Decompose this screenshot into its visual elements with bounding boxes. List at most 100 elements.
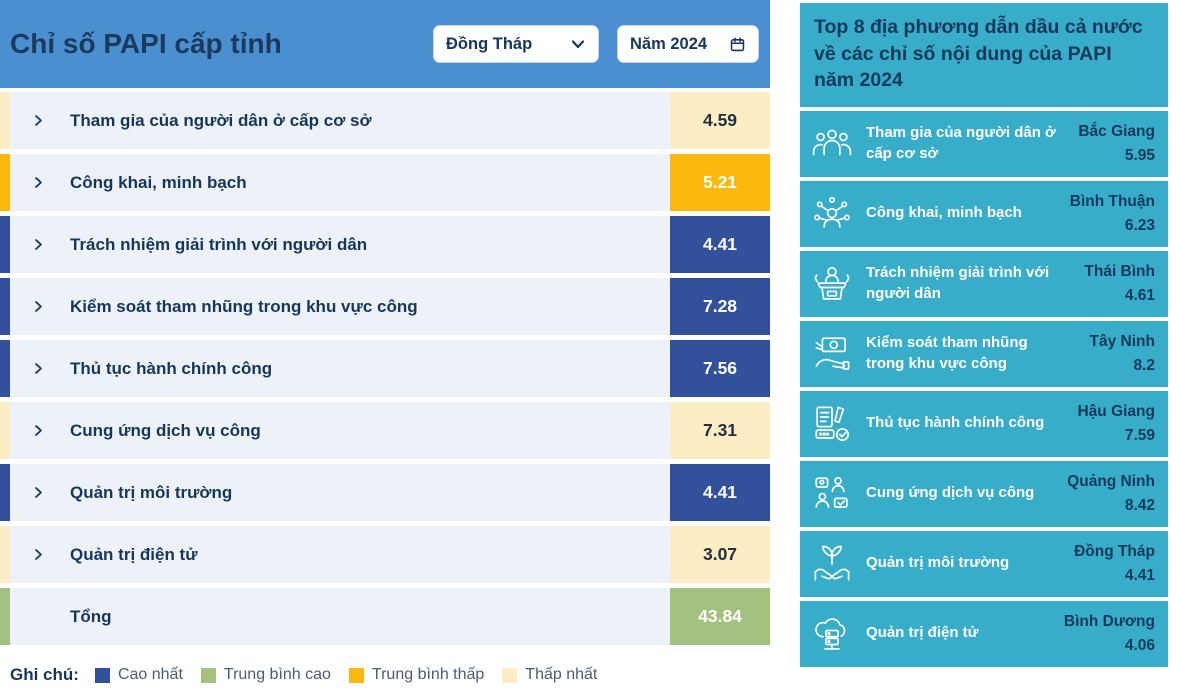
top8-card: Quản trị môi trường Đồng Tháp 4.41: [800, 530, 1168, 597]
top8-panel: Top 8 địa phương dẫn dầu cả nước về các …: [800, 3, 1168, 667]
chevron-down-icon: [570, 36, 586, 52]
card-province-value: Thái Bình 4.61: [1084, 260, 1155, 307]
legend-label: Trung bình cao: [223, 666, 331, 683]
row-value: 3.07: [670, 526, 770, 583]
card-label: Thủ tục hành chính công: [866, 414, 1045, 432]
chevron-right-icon[interactable]: [32, 114, 45, 127]
card-value: 4.41: [1124, 566, 1155, 584]
row-label: Tổng: [70, 606, 112, 626]
card-label: Quản trị môi trường: [866, 554, 1010, 572]
chevron-right-icon[interactable]: [32, 486, 45, 499]
row-color-strip: [0, 278, 10, 335]
row-color-strip: [0, 526, 10, 583]
table-row[interactable]: Tham gia của người dân ở cấp cơ sở 4.59: [0, 92, 770, 149]
card-province-value: Quảng Ninh 8.42: [1067, 470, 1155, 517]
row-label: Quản trị điện tử: [70, 544, 198, 564]
legend-swatch-highest: [94, 667, 110, 683]
legend-label: Cao nhất: [117, 666, 183, 683]
row-value: 43.84: [670, 588, 770, 645]
people-group-icon: [808, 123, 856, 165]
card-province-value: Đồng Tháp 4.41: [1074, 540, 1155, 587]
top8-card: Kiểm soát tham nhũng trong khu vực công …: [800, 320, 1168, 387]
top8-card: Thủ tục hành chính công Hậu Giang 7.59: [800, 390, 1168, 457]
card-label: Kiểm soát tham nhũng trong khu vực công: [866, 334, 1028, 372]
card-value: 8.2: [1133, 356, 1155, 374]
card-province: Hậu Giang: [1077, 403, 1155, 421]
card-province: Đồng Tháp: [1074, 543, 1155, 561]
row-value: 4.41: [670, 216, 770, 273]
document-check-icon: [808, 403, 856, 445]
card-province: Tây Ninh: [1089, 333, 1155, 351]
row-color-strip: [0, 402, 10, 459]
card-value: 6.23: [1124, 216, 1155, 234]
legend-item: Trung bình thấp: [348, 666, 484, 684]
card-province: Thái Bình: [1084, 263, 1155, 281]
top8-card: Cung ứng dịch vụ công Quảng Ninh 8.42: [800, 460, 1168, 527]
row-value: 7.28: [670, 278, 770, 335]
legend-swatch-mid-high: [200, 667, 216, 683]
row-color-strip: [0, 154, 10, 211]
row-color-strip: [0, 464, 10, 521]
row-color-strip: [0, 588, 10, 645]
card-label: Công khai, minh bạch: [866, 204, 1022, 222]
row-color-strip: [0, 340, 10, 397]
left-panel-header: Chỉ số PAPI cấp tỉnh Đồng Tháp Năm 2024: [0, 0, 770, 88]
page-title: Chỉ số PAPI cấp tỉnh: [10, 28, 282, 59]
indicator-table: Tham gia của người dân ở cấp cơ sở 4.59 …: [0, 92, 770, 645]
card-value: 5.95: [1124, 146, 1155, 164]
hand-money-icon: [808, 333, 856, 375]
table-row[interactable]: Công khai, minh bạch 5.21: [0, 154, 770, 211]
top8-card: Công khai, minh bạch Bình Thuận 6.23: [800, 180, 1168, 247]
legend-item: Trung bình cao: [200, 666, 331, 684]
chevron-right-icon[interactable]: [32, 424, 45, 437]
card-value: 4.06: [1124, 636, 1155, 654]
table-row[interactable]: Cung ứng dịch vụ công 7.31: [0, 402, 770, 459]
card-province: Bình Dương: [1063, 613, 1155, 631]
row-value: 5.21: [670, 154, 770, 211]
card-province-value: Bình Thuận 6.23: [1070, 190, 1155, 237]
card-label: Cung ứng dịch vụ công: [866, 484, 1035, 502]
top8-card: Trách nhiệm giải trình với người dân Thá…: [800, 250, 1168, 317]
row-value: 4.41: [670, 464, 770, 521]
podium-speaker-icon: [808, 263, 856, 305]
province-select[interactable]: Đồng Tháp: [433, 25, 599, 63]
chevron-right-icon[interactable]: [32, 548, 45, 561]
row-value: 7.56: [670, 340, 770, 397]
row-label: Cung ứng dịch vụ công: [70, 420, 261, 440]
table-row[interactable]: Quản trị điện tử 3.07: [0, 526, 770, 583]
row-label: Trách nhiệm giải trình với người dân: [70, 234, 368, 254]
row-value: 7.31: [670, 402, 770, 459]
person-network-icon: [808, 193, 856, 235]
chevron-right-icon[interactable]: [32, 300, 45, 313]
card-province: Quảng Ninh: [1067, 473, 1155, 491]
card-province-value: Bình Dương 4.06: [1064, 610, 1155, 657]
hands-plant-icon: [808, 543, 856, 585]
card-value: 4.61: [1124, 286, 1155, 304]
row-label: Kiểm soát tham nhũng trong khu vực công: [70, 296, 418, 316]
card-province: Bắc Giang: [1078, 123, 1155, 141]
table-row[interactable]: Kiểm soát tham nhũng trong khu vực công …: [0, 278, 770, 335]
card-value: 8.42: [1124, 496, 1155, 514]
year-select[interactable]: Năm 2024: [617, 25, 759, 63]
top8-card: Quản trị điện tử Bình Dương 4.06: [800, 600, 1168, 667]
card-label: Quản trị điện tử: [866, 624, 979, 642]
card-label: Tham gia của người dân ở cấp cơ sở: [866, 124, 1056, 162]
top8-card: Tham gia của người dân ở cấp cơ sở Bắc G…: [800, 110, 1168, 177]
table-row-total: Tổng 43.84: [0, 588, 770, 645]
card-province: Bình Thuận: [1069, 193, 1155, 211]
legend-item: Cao nhất: [94, 666, 183, 684]
card-label: Trách nhiệm giải trình với người dân: [866, 264, 1050, 302]
legend-swatch-lowest: [502, 667, 518, 683]
card-value: 7.59: [1124, 426, 1155, 444]
table-row[interactable]: Quản trị môi trường 4.41: [0, 464, 770, 521]
people-devices-icon: [808, 473, 856, 515]
chevron-right-icon[interactable]: [32, 362, 45, 375]
table-row[interactable]: Thủ tục hành chính công 7.56: [0, 340, 770, 397]
legend-swatch-mid-low: [348, 667, 364, 683]
chevron-right-icon[interactable]: [32, 238, 45, 251]
row-label: Quản trị môi trường: [70, 482, 233, 502]
table-row[interactable]: Trách nhiệm giải trình với người dân 4.4…: [0, 216, 770, 273]
legend-item: Thấp nhất: [502, 666, 597, 684]
chevron-right-icon[interactable]: [32, 176, 45, 189]
card-province-value: Bắc Giang 5.95: [1078, 120, 1155, 167]
